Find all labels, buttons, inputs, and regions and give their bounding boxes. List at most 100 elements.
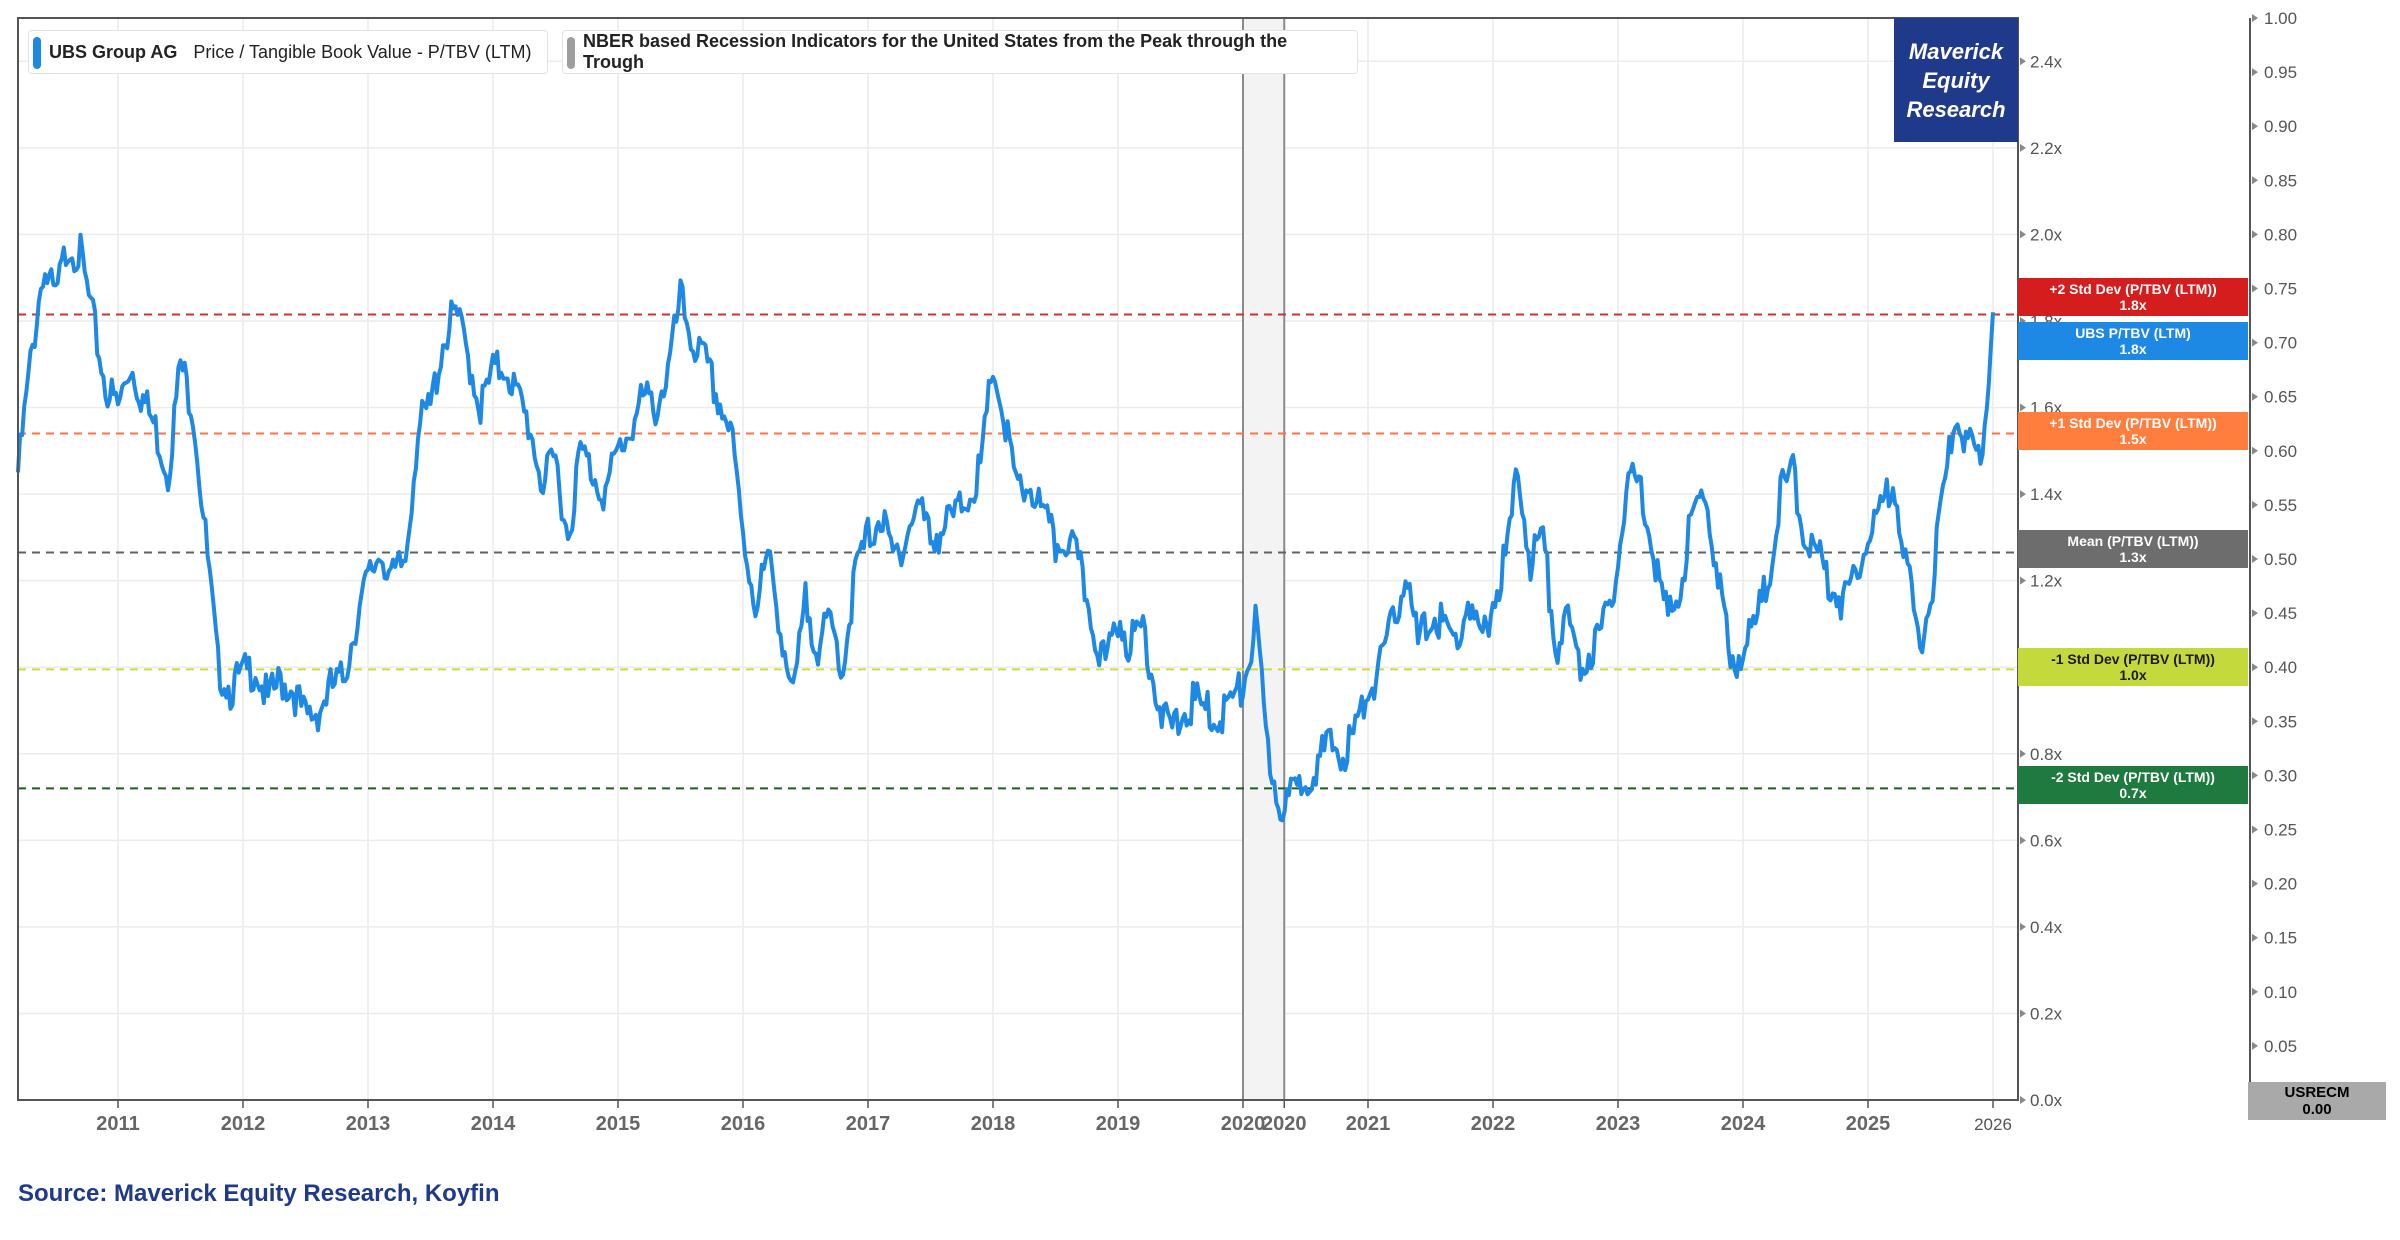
right-tick-arrow (2252, 68, 2258, 77)
right-tick-arrow (2252, 933, 2258, 942)
right-tick-label: 0.60 (2264, 442, 2297, 461)
y-tick-arrow (2020, 57, 2026, 66)
right-tick-arrow (2252, 122, 2258, 131)
legend-swatch-gray (567, 37, 575, 69)
y-tick-arrow (2020, 922, 2026, 931)
right-tick-label: 0.50 (2264, 550, 2297, 569)
y-tick-label: 2.4x (2030, 52, 2063, 71)
x-tick-label: 2012 (221, 1113, 266, 1135)
y-tick-label: 0.4x (2030, 918, 2063, 937)
right-y-axis-ticks: 0.05 0.10 0.15 0.20 0.25 0.30 0.35 0.40 0.45 0.50… (2252, 9, 2297, 1056)
right-tick-arrow (2252, 14, 2258, 22)
right-tick-arrow (2252, 609, 2258, 618)
right-tick-arrow (2252, 230, 2258, 239)
right-tick-label: 0.25 (2264, 821, 2297, 840)
legend-swatch-blue (33, 37, 41, 69)
source-note: Source: Maverick Equity Research, Koyfin (18, 1180, 500, 1207)
y-tick-arrow (2020, 1009, 2026, 1018)
x-tick-label: 2020 (1221, 1113, 1266, 1135)
y-tick-arrow (2020, 143, 2026, 152)
x-tick-label: 2015 (596, 1113, 641, 1135)
right-tick-arrow (2252, 555, 2258, 563)
tag-plus1-label: +1 Std Dev (P/TBV (LTM)) (2049, 415, 2217, 431)
x-tick-label: 2022 (1471, 1113, 1516, 1135)
tag-minus2-value: 0.7x (2119, 785, 2147, 801)
right-tick-arrow (2252, 879, 2258, 888)
tag-plus1-stddev: +1 Std Dev (P/TBV (LTM)) 1.5x (2018, 412, 2248, 450)
tag-minus2-label: -2 Std Dev (P/TBV (LTM)) (2051, 769, 2215, 785)
x-axis-ticks: 2011 2012 2013 2014 2015 2016 2017 2018 2019 2020… (96, 1100, 2012, 1135)
y-tick-label: 1.4x (2030, 485, 2063, 504)
right-tick-label: 0.95 (2264, 63, 2297, 82)
logo-line-2: Equity (1922, 67, 1990, 93)
chart-gridlines (18, 18, 2018, 1101)
y-tick-label: 1.2x (2030, 572, 2063, 591)
price-series (16, 232, 1995, 823)
logo-line-3: Research (1906, 96, 2006, 122)
tag-current-value: UBS P/TBV (LTM) 1.8x (2018, 322, 2248, 360)
tag-mean: Mean (P/TBV (LTM)) 1.3x (2018, 530, 2248, 568)
x-tick-label: 2023 (1596, 1113, 1641, 1135)
right-tick-label: 0.40 (2264, 658, 2297, 677)
tag-usrecm-label: USRECM (2284, 1084, 2350, 1101)
tag-minus1-stddev: -1 Std Dev (P/TBV (LTM)) 1.0x (2018, 648, 2248, 686)
y-tick-label: 2.0x (2030, 225, 2063, 244)
y-tick-label: 0.2x (2030, 1004, 2063, 1023)
y-tick-label: 0.8x (2030, 745, 2063, 764)
y-tick-arrow (2020, 749, 2026, 758)
legend-series-name: UBS Group AG (49, 41, 178, 62)
y-tick-arrow (2020, 403, 2026, 412)
y-tick-arrow (2020, 1096, 2026, 1104)
x-tick-label: 2019 (1096, 1113, 1141, 1135)
y-tick-label: 0.0x (2030, 1091, 2063, 1110)
x-tick-label: 2021 (1346, 1113, 1391, 1135)
right-tick-label: 0.20 (2264, 875, 2297, 894)
x-tick-label: 2020 (1262, 1113, 1307, 1135)
tag-minus1-label: -1 Std Dev (P/TBV (LTM)) (2051, 651, 2215, 667)
y-tick-arrow (2020, 230, 2026, 239)
left-y-axis-ticks: 0.0x0.2x0.4x0.6x0.8x1.0x1.2x1.4x1.6x1.8x… (2020, 52, 2063, 1110)
tag-current-label: UBS P/TBV (LTM) (2075, 325, 2191, 341)
recession-shade (1243, 18, 1285, 1100)
tag-usrecm-value: 0.00 (2302, 1101, 2332, 1118)
right-tick-label: 0.10 (2264, 983, 2297, 1002)
y-tick-arrow (2020, 576, 2026, 585)
right-tick-label: 0.35 (2264, 712, 2297, 731)
y-tick-arrow (2020, 490, 2026, 499)
right-tick-label: 0.45 (2264, 604, 2297, 623)
legend-series-metric: Price / Tangible Book Value - P/TBV (LTM… (193, 41, 532, 62)
series-line (16, 232, 1995, 823)
tag-plus2-label: +2 Std Dev (P/TBV (LTM)) (2049, 281, 2217, 297)
x-tick-label: 2024 (1721, 1113, 1766, 1135)
right-tick-arrow (2252, 500, 2258, 509)
tag-mean-value: 1.3x (2119, 549, 2147, 565)
right-tick-arrow (2252, 663, 2258, 672)
y-tick-label: 2.2x (2030, 139, 2063, 158)
right-tick-arrow (2252, 284, 2258, 293)
tag-plus2-stddev: +2 Std Dev (P/TBV (LTM)) 1.8x (2018, 278, 2248, 316)
right-tick-arrow (2252, 771, 2258, 780)
right-tick-label: 0.70 (2264, 334, 2297, 353)
right-tick-label: 1.00 (2264, 9, 2297, 28)
right-tick-label: 0.90 (2264, 117, 2297, 136)
right-tick-label: 0.15 (2264, 929, 2297, 948)
right-tick-arrow (2252, 176, 2258, 185)
legend-item-ubs[interactable]: UBS Group AG Price / Tangible Book Value… (28, 30, 548, 74)
x-tick-label: 2025 (1846, 1113, 1891, 1135)
x-tick-label: 2013 (346, 1113, 391, 1135)
y-tick-arrow (2020, 836, 2026, 845)
tag-plus2-value: 1.8x (2119, 297, 2147, 313)
right-tick-label: 0.30 (2264, 766, 2297, 785)
x-tick-label: 2017 (846, 1113, 891, 1135)
legend-item-recession[interactable]: NBER based Recession Indicators for the … (562, 30, 1358, 74)
tag-minus2-stddev: -2 Std Dev (P/TBV (LTM)) 0.7x (2018, 766, 2248, 804)
maverick-logo: Maverick Equity Research (1894, 18, 2018, 142)
right-tick-label: 0.80 (2264, 225, 2297, 244)
right-tick-arrow (2252, 338, 2258, 347)
legend-recession-name: NBER based Recession Indicators for the … (583, 31, 1288, 72)
x-tick-label: 2016 (721, 1113, 766, 1135)
right-tick-label: 0.85 (2264, 171, 2297, 190)
logo-line-1: Maverick (1908, 38, 2004, 64)
right-tick-label: 0.05 (2264, 1037, 2297, 1056)
